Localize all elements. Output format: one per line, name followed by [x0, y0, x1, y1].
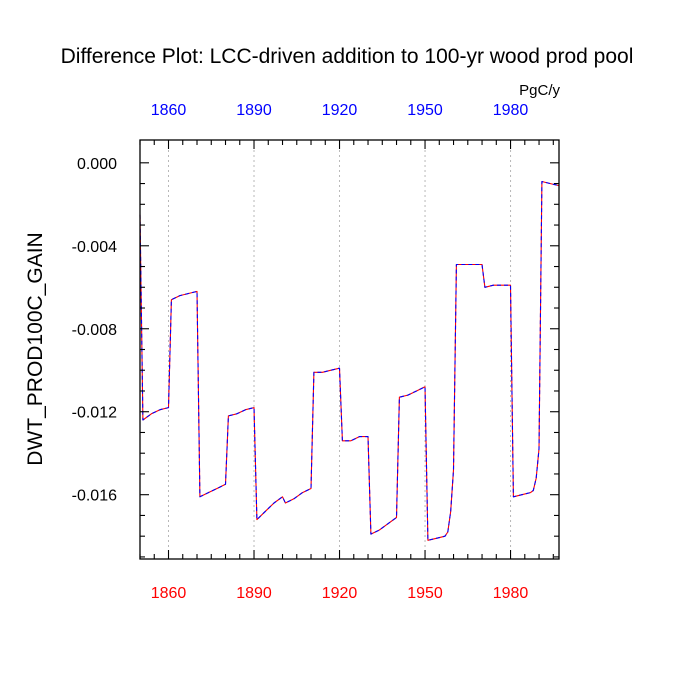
axis-ticks — [139, 140, 559, 559]
x-tick-label-bottom-1950: 1950 — [407, 585, 443, 602]
series-group — [139, 180, 560, 541]
series-line-series-b — [139, 180, 560, 541]
x-tick-label-top-1860: 1860 — [151, 102, 187, 119]
x-tick-label-top-1890: 1890 — [236, 102, 272, 119]
x-tick-label-bottom-1980: 1980 — [493, 585, 529, 602]
y-tick-label-2: -0.008 — [72, 322, 117, 339]
tick-labels: 1860 1860 1890 1890 1920 1920 1950 1950 1980 1980… — [72, 102, 529, 602]
y-tick-label-0: 0.000 — [77, 156, 117, 173]
x-tick-label-top-1950: 1950 — [407, 102, 443, 119]
x-tick-label-bottom-1860: 1860 — [151, 585, 187, 602]
y-axis-label: DWT_PROD100C_GAIN — [24, 232, 47, 465]
x-tick-label-bottom-1890: 1890 — [236, 585, 272, 602]
x-tick-label-top-1920: 1920 — [322, 102, 358, 119]
x-tick-label-top-1980: 1980 — [493, 102, 529, 119]
y-tick-label-3: -0.012 — [72, 405, 117, 422]
units-label: PgC/y — [519, 82, 560, 99]
chart-title: Difference Plot: LCC-driven addition to … — [61, 45, 634, 68]
y-tick-label-4: -0.016 — [72, 488, 117, 505]
y-tick-label-1: -0.004 — [72, 239, 117, 256]
series-line-series-a — [139, 180, 560, 541]
vertical-grid — [168, 140, 512, 559]
plot-frame — [139, 139, 560, 560]
x-tick-label-bottom-1920: 1920 — [322, 585, 358, 602]
